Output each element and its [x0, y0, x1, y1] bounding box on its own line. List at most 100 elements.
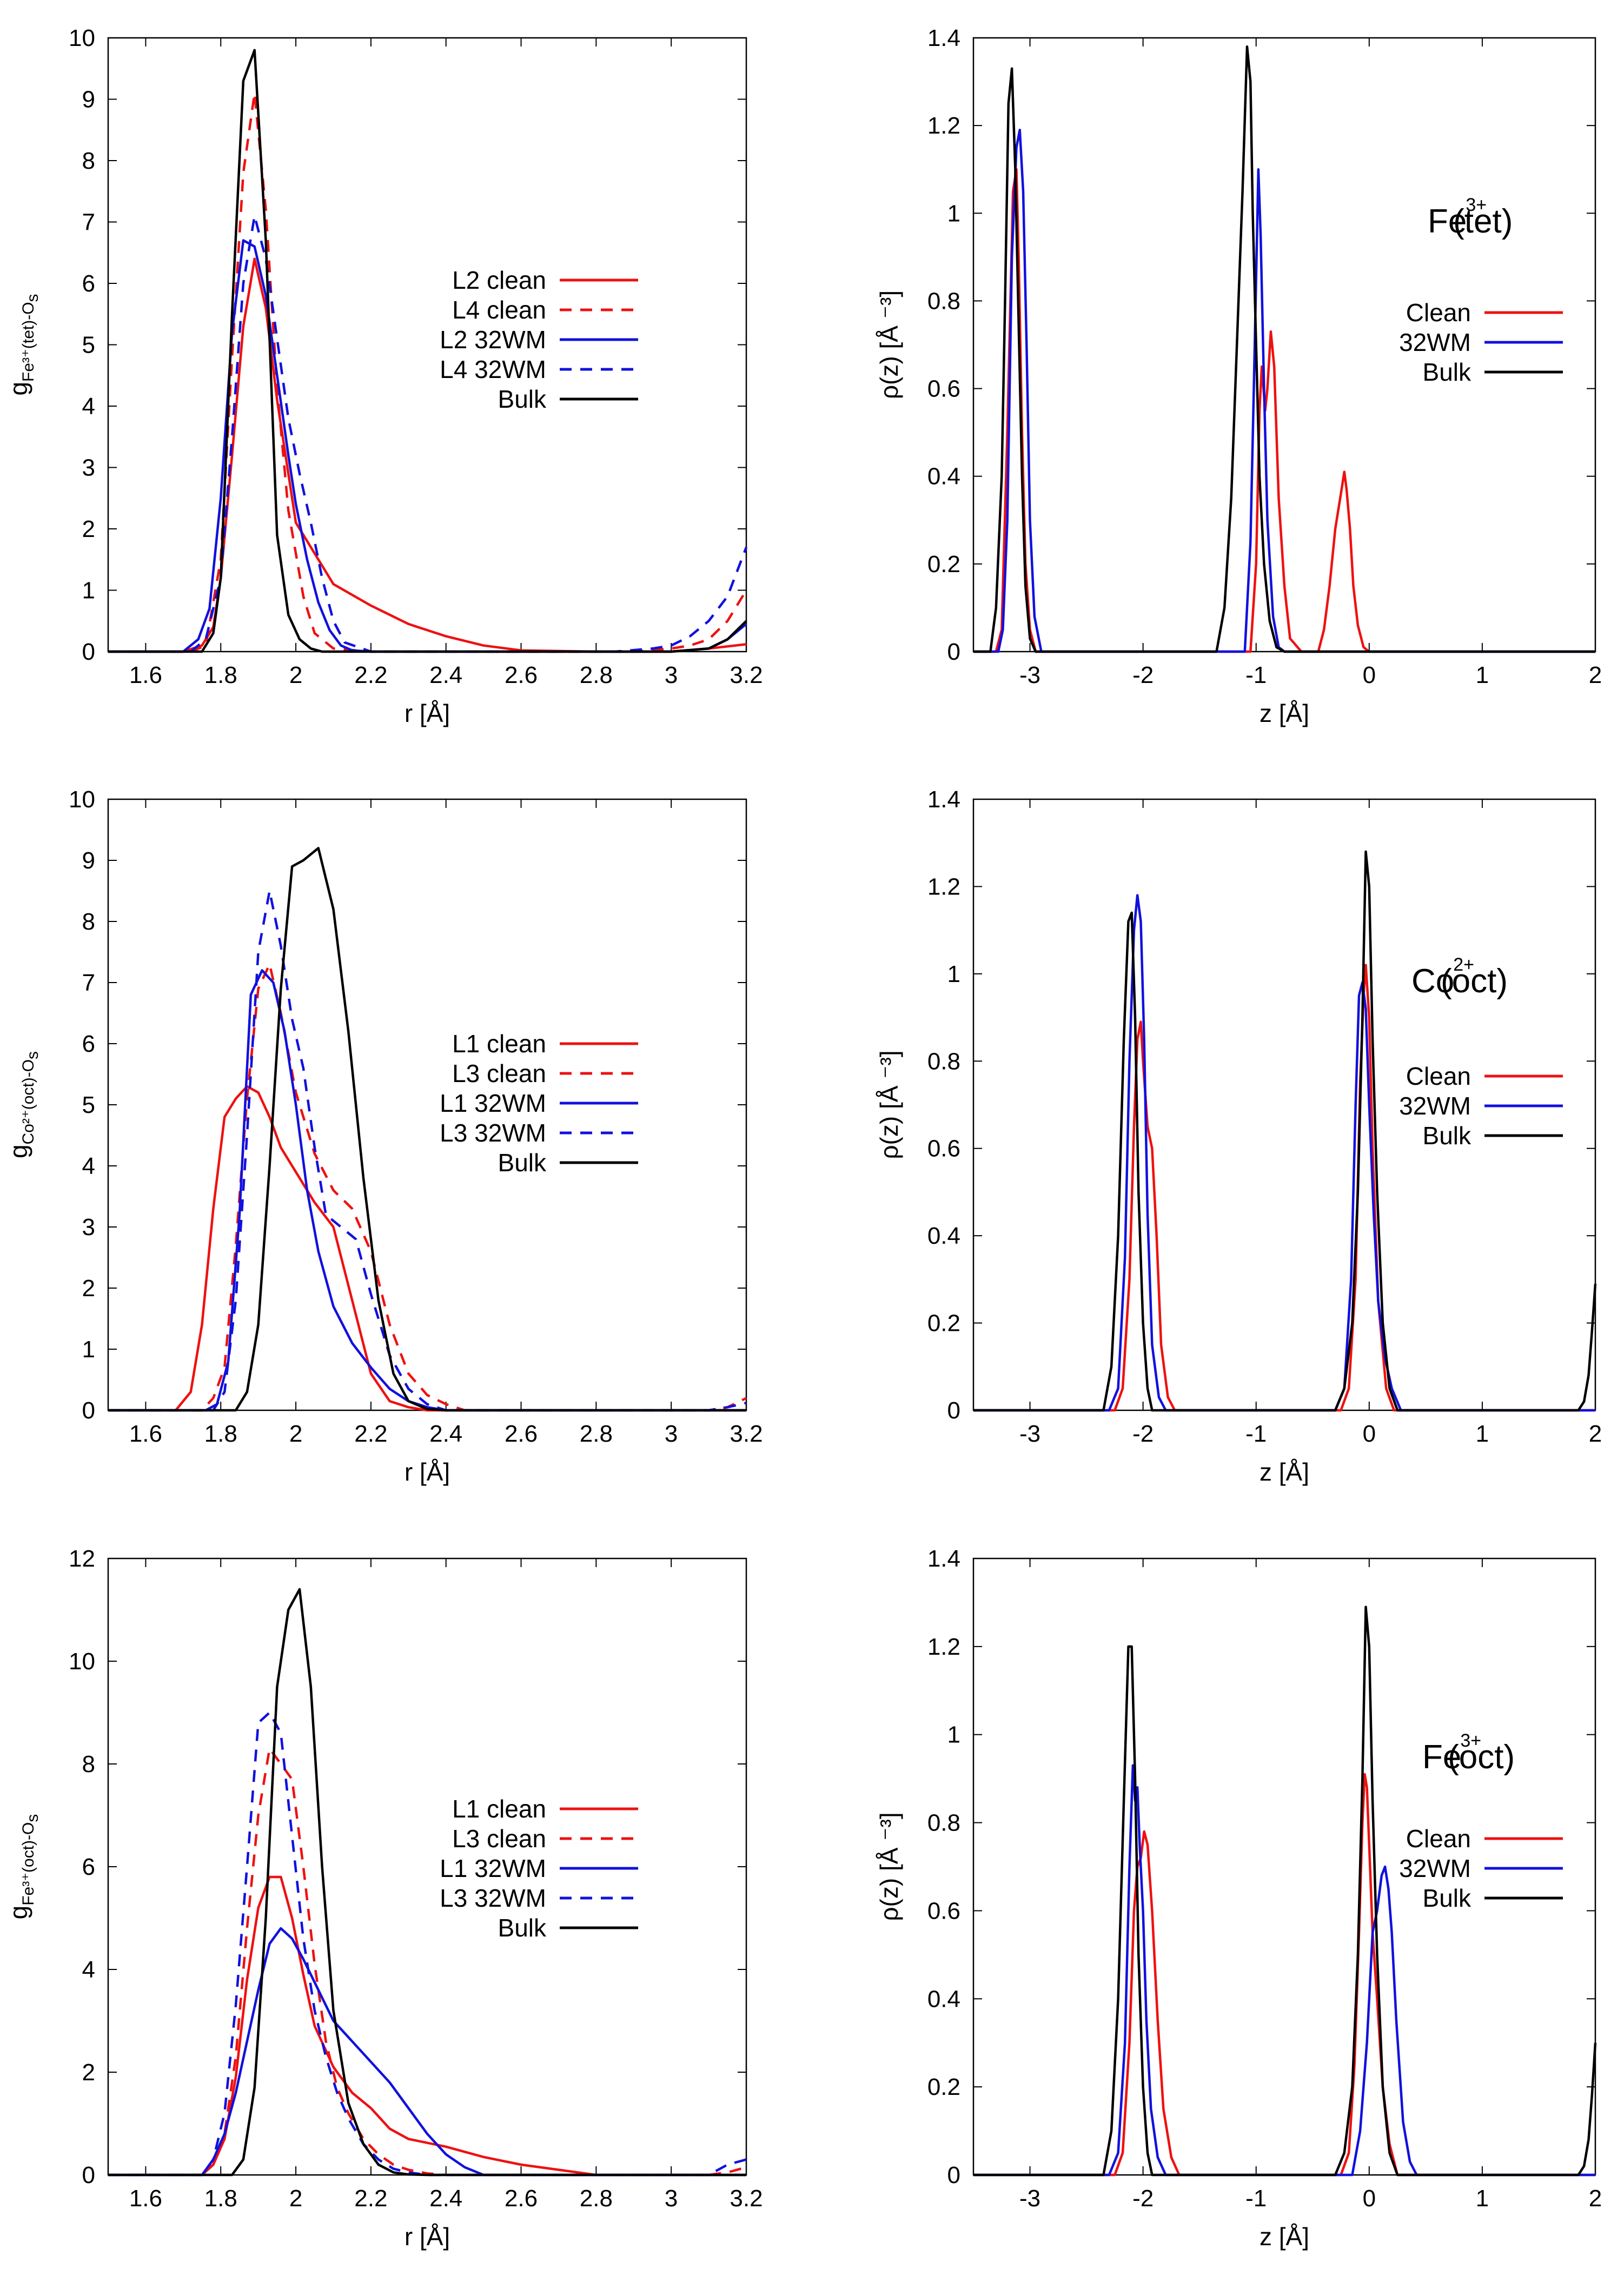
legend-label: L4 32WM	[440, 355, 546, 383]
series-line-clean	[973, 168, 1595, 653]
legend-label: Clean	[1406, 1825, 1471, 1853]
y-tick-label: 12	[69, 1545, 95, 1572]
y-tick-label: 0.2	[927, 551, 960, 578]
series-line-l3-32wm	[108, 1711, 747, 2177]
x-axis-label: z [Å]	[1260, 2223, 1309, 2251]
y-tick-label: 1.2	[927, 1634, 960, 1660]
ion-annotation-charge: 3+	[1466, 195, 1487, 215]
y-tick-label: 8	[82, 1751, 95, 1777]
y-tick-label: 1	[82, 1336, 95, 1363]
x-tick-label: 1.8	[204, 2185, 237, 2212]
y-tick-label: 8	[82, 148, 95, 174]
y-tick-label: 5	[82, 1092, 95, 1118]
legend-label: 32WM	[1399, 328, 1471, 356]
y-tick-label: 0	[947, 1397, 960, 1424]
y-tick-label: 0.8	[927, 288, 960, 314]
x-tick-label: 2	[1589, 662, 1602, 688]
legend-label: Clean	[1406, 298, 1471, 327]
legend-label: L1 clean	[452, 1795, 546, 1823]
series-line-l3-32wm	[108, 890, 747, 1412]
series-line-clean	[973, 964, 1595, 1412]
y-tick-label: 0.8	[927, 1048, 960, 1074]
series-line-l1-clean	[108, 1875, 746, 2177]
y-axis-label-main: g	[4, 1144, 32, 1158]
y-tick-label: 4	[82, 393, 95, 420]
x-tick-label: 2	[289, 1421, 302, 1447]
y-axis-label-sub2: s	[24, 1051, 42, 1059]
ion-annotation-site: (oct)	[1448, 1739, 1515, 1776]
y-tick-label: 9	[82, 87, 95, 113]
ion-annotation: Fe3+(oct)	[1422, 1730, 1515, 1776]
legend-label: L3 clean	[452, 1825, 546, 1853]
chart-panel-rdf_co_oct: 1.6 1.8 2 2.2 2.4 2.6 2.8 3 3.2 0 1 2 3 4 5 6 7 8 9 10 r [Å]…	[4, 786, 763, 1486]
y-tick-label: 1	[947, 961, 960, 987]
y-tick-label: 0.2	[927, 1310, 960, 1337]
y-tick-label: 6	[82, 270, 95, 297]
y-axis-label: gFe³⁺(tet)-Os	[4, 294, 42, 395]
series-line-bulk	[973, 1606, 1597, 2177]
series-line-bulk	[108, 49, 747, 653]
y-tick-label: 0.4	[927, 463, 960, 490]
series-line-bulk	[108, 1588, 746, 2177]
legend-label: Bulk	[1423, 1122, 1471, 1150]
y-axis-label: gFe³⁺(oct)-Os	[4, 1814, 42, 1920]
ion-annotation-charge: 3+	[1460, 1730, 1481, 1751]
x-tick-label: 2.4	[429, 2185, 462, 2212]
ion-annotation-charge: 2+	[1453, 954, 1474, 975]
x-tick-label: -2	[1132, 662, 1154, 688]
y-axis-label-sub2: s	[24, 1814, 42, 1822]
legend-label: Bulk	[498, 385, 547, 413]
x-tick-label: 0	[1363, 662, 1376, 688]
x-tick-label: 2.2	[354, 2185, 387, 2212]
y-tick-label: 8	[82, 908, 95, 935]
y-tick-label: 2	[82, 1275, 95, 1302]
chart-panel-rdf_fe_oct: 1.6 1.8 2 2.2 2.4 2.6 2.8 3 3.2 0 2 4 6 8 10 12 r [Å] gFe…	[4, 1545, 763, 2251]
series-line-l1-32wm	[108, 1927, 746, 2177]
y-tick-label: 1.2	[927, 112, 960, 139]
ion-annotation-base: Fe	[1422, 1739, 1461, 1776]
y-tick-label: 0	[947, 2162, 960, 2188]
y-tick-label: 2	[82, 2059, 95, 2086]
y-tick-label: 10	[69, 1648, 95, 1675]
x-tick-label: 3	[665, 2185, 678, 2212]
x-tick-label: -1	[1245, 1421, 1267, 1447]
y-tick-label: 0.4	[927, 1223, 960, 1249]
x-tick-label: 2.8	[580, 1421, 613, 1447]
y-axis-label: ρ(z) [Å ⁻³]	[875, 1812, 903, 1921]
legend-label: Bulk	[498, 1149, 547, 1177]
series-line-clean	[973, 1773, 1595, 2177]
x-tick-label: 1	[1476, 2185, 1489, 2212]
legend-label: L1 clean	[452, 1030, 546, 1058]
x-tick-label: 2	[1589, 2185, 1602, 2212]
x-axis-label: z [Å]	[1260, 699, 1309, 727]
x-tick-label: 0	[1363, 2185, 1376, 2212]
x-tick-label: -3	[1019, 662, 1040, 688]
legend-label: 32WM	[1399, 1092, 1471, 1120]
legend-label: L3 32WM	[440, 1119, 546, 1147]
y-axis-label-main: g	[4, 1906, 32, 1920]
x-tick-label: -2	[1132, 2185, 1154, 2212]
legend-label: Bulk	[1423, 358, 1471, 386]
chart-panel-rho_fe_tet: -3 -2 -1 0 1 2 0 0.2 0.4 0.6 0.8 1 1.2 1.4 z [Å] ρ(z) […	[875, 25, 1602, 727]
x-tick-label: 2	[289, 662, 302, 688]
x-tick-label: 1	[1476, 662, 1489, 688]
y-tick-label: 0.6	[927, 376, 960, 402]
legend-label: Bulk	[498, 1914, 547, 1942]
legend-label: Clean	[1406, 1062, 1471, 1090]
x-tick-label: 1.6	[129, 662, 162, 688]
legend-label: L3 clean	[452, 1059, 546, 1087]
y-tick-label: 1	[82, 578, 95, 604]
y-axis-label-sub: Fe³⁺(oct)-O	[19, 1822, 37, 1906]
x-tick-label: 2.6	[505, 2185, 538, 2212]
x-tick-label: 2.8	[580, 662, 613, 688]
y-tick-label: 0.6	[927, 1898, 960, 1924]
y-tick-label: 5	[82, 332, 95, 359]
y-tick-label: 10	[69, 786, 95, 813]
y-axis-label-sub2: s	[24, 294, 42, 302]
x-tick-label: 2.4	[429, 662, 462, 688]
